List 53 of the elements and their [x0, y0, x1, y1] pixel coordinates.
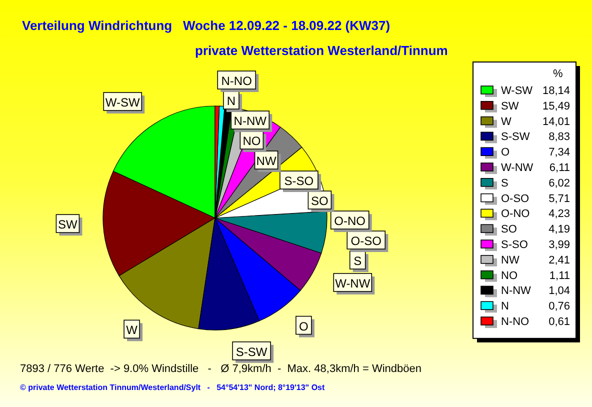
slice-label: S — [354, 254, 362, 268]
legend-label: N-NW — [501, 285, 532, 298]
slice-label: N — [226, 94, 236, 108]
category-label: S-SO — [284, 174, 314, 188]
data-label: 0,76 — [548, 300, 570, 313]
chart-subtitle: private Wetterstation Westerland/Tinnum — [195, 43, 448, 58]
data-label: 15,49 — [542, 100, 570, 112]
slice-label: SW — [58, 218, 78, 232]
legend-label: N-NO — [501, 316, 530, 328]
legend-label: W-NW — [501, 162, 534, 174]
legend-label: W — [501, 116, 512, 128]
data-label: 1,11 — [549, 270, 570, 282]
slice-label: W-SW — [105, 95, 141, 110]
slice-label: W — [126, 323, 138, 338]
slice-label: N-NO — [221, 74, 252, 88]
legend-label: NW — [501, 254, 520, 266]
data-label: 8,83 — [548, 131, 570, 144]
category-label: O-NO — [334, 214, 366, 228]
legend-title: % — [553, 68, 563, 80]
data-label: 1,04 — [548, 285, 570, 298]
data-label: 0,61 — [548, 316, 570, 328]
legend-label: O-SO — [501, 192, 530, 205]
category-label: SO — [311, 194, 328, 208]
legend-label: N — [501, 300, 509, 313]
legend-label: O — [501, 146, 510, 159]
legend-label: SW — [501, 100, 520, 112]
legend-label: NO — [501, 270, 518, 282]
legend-label: S-SW — [501, 131, 530, 144]
legend-label: S — [501, 177, 508, 190]
category-label: NO — [242, 134, 261, 148]
legend-label: S-SO — [501, 239, 528, 251]
chart-title: Verteilung Windrichtung Woche 12.09.22 - 18.09.22 (KW37) — [22, 18, 390, 33]
slice-label: W-NW — [335, 276, 371, 290]
text: 7893 / 776 Werte -> 9.0% Windstille - Ø 7,9km/h - Max. 48,3km/h = Windböen — [20, 363, 422, 375]
data-label: 14,01 — [542, 116, 570, 128]
data-label: 5,71 — [548, 192, 570, 205]
legend-label: SO — [501, 224, 518, 236]
legend-label: O-NO — [501, 208, 530, 220]
data-label: 3,99 — [548, 239, 570, 251]
text: © private Wetterstation Tinnum/Westerland/Sylt - 54°54'13" Nord; 8°19'13" Ost — [20, 383, 325, 392]
data-label: 6,02 — [548, 177, 570, 190]
slice-label: S-SW — [236, 344, 268, 359]
legend-label: W-SW — [501, 85, 534, 97]
data-label: 6,11 — [549, 162, 570, 174]
data-label: 7,34 — [548, 146, 570, 159]
category-label: O-SO — [350, 234, 382, 248]
data-label: 4,19 — [548, 224, 570, 236]
data-label: 4,23 — [548, 208, 570, 220]
category-label: NW — [256, 154, 276, 168]
data-label: 2,41 — [548, 254, 570, 266]
data-label: 18,14 — [542, 85, 570, 97]
slice-label: O — [299, 319, 308, 334]
category-label: N-NW — [234, 114, 266, 128]
